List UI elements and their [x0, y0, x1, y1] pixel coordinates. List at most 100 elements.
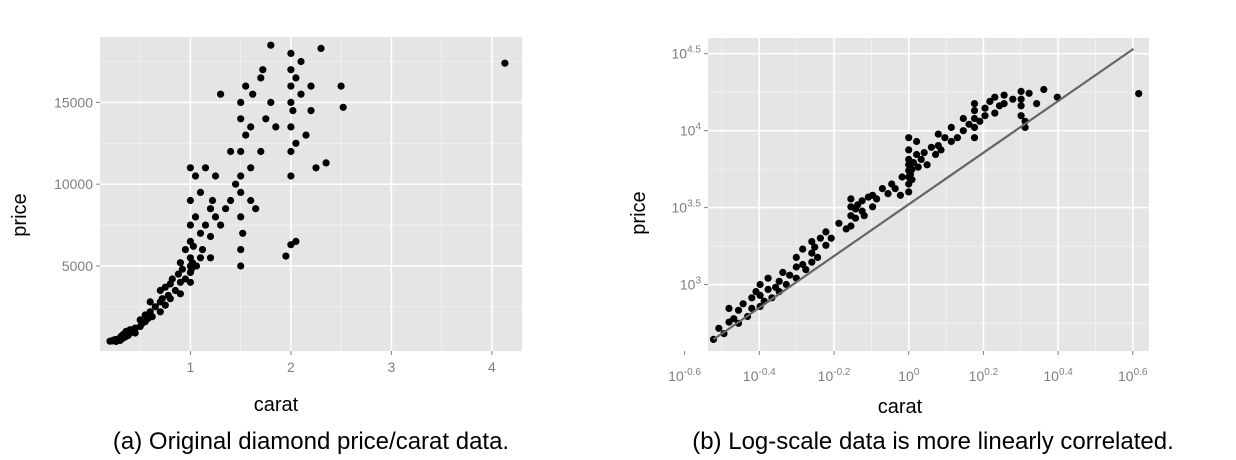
chart-a-x-tick-label: 4	[488, 359, 496, 375]
chart-a-point	[181, 246, 189, 254]
chart-a-x-tick-label: 2	[287, 359, 295, 375]
chart-a-point	[189, 242, 197, 250]
chart-a-point	[237, 246, 245, 254]
chart-b-point	[1017, 112, 1025, 120]
chart-b-point	[808, 249, 816, 257]
chart-a-point	[186, 221, 194, 229]
chart-b-point	[913, 150, 921, 159]
chart-b-point	[970, 114, 979, 123]
chart-b-x-tick-label: 10-0.4	[743, 367, 776, 384]
chart-b-x-tick-label: 100.4	[1043, 367, 1073, 384]
chart-b-point	[1017, 95, 1025, 103]
chart-b-point	[986, 97, 994, 105]
chart-a-point	[237, 188, 245, 196]
chart-b-point	[748, 304, 756, 312]
chart-b-point	[920, 149, 928, 157]
chart-a-point	[239, 229, 247, 237]
chart-a-y-tick-label: 15000	[54, 94, 93, 110]
chart-a-point	[259, 66, 267, 74]
chart-a-point	[237, 115, 245, 123]
chart-a-y-axis-title: price	[9, 193, 31, 236]
chart-a-point	[217, 90, 225, 98]
chart-a-point	[287, 98, 295, 106]
chart-a-point	[247, 123, 255, 131]
chart-a-point	[201, 164, 210, 172]
chart-b-point	[808, 238, 816, 246]
chart-b-point	[814, 253, 822, 261]
chart-b-ticks: 10-0.6 10-0.4 10-0.2 100 100.2 100.4 100.6 103 1…	[668, 45, 1148, 384]
chart-b-gridlines	[683, 38, 1149, 351]
chart-b-point	[715, 324, 723, 332]
chart-b-point	[1135, 90, 1143, 98]
chart-a-point	[206, 232, 215, 241]
chart-b-point	[1033, 100, 1041, 108]
chart-b-point	[822, 228, 830, 236]
chart-b-point	[792, 263, 800, 271]
chart-a-point	[148, 313, 156, 321]
chart-a-x-axis-title: carat	[254, 394, 299, 416]
chart-b-x-axis-title: carat	[878, 396, 923, 418]
chart-a-point	[227, 196, 235, 205]
chart-b-point	[730, 315, 738, 323]
chart-a-point	[151, 303, 159, 311]
chart-a-point	[289, 107, 297, 115]
chart-a-point	[237, 213, 245, 221]
chart-a-point	[237, 147, 245, 156]
chart-b-point	[905, 146, 913, 154]
chart-b-point	[981, 104, 989, 112]
chart-b-point	[914, 163, 922, 171]
chart-b-point	[873, 195, 881, 203]
chart-b-point	[896, 191, 905, 199]
chart-b-point	[725, 304, 733, 312]
chart-a-y-tick-label: 10000	[54, 176, 93, 192]
chart-a-point	[337, 82, 345, 90]
chart-a: 1 2 3 4 5000 10000 15000 carat price (a) Origi…	[9, 37, 522, 455]
chart-a-point	[186, 278, 194, 286]
chart-b-fit-line	[712, 47, 1135, 341]
chart-b-point	[786, 271, 794, 279]
chart-b-point	[756, 291, 764, 299]
chart-b-point	[965, 120, 973, 128]
chart-b-point	[898, 173, 906, 181]
chart-a-point	[267, 41, 275, 49]
chart-a-point	[287, 123, 295, 131]
chart-b-point	[764, 285, 772, 293]
chart-a-point	[237, 262, 245, 270]
chart-b-point	[1000, 91, 1008, 99]
chart-a-point	[237, 98, 245, 106]
chart-b-point	[1009, 95, 1017, 103]
chart-a-point	[131, 329, 139, 337]
chart-a-point	[186, 164, 194, 172]
chart-b-point	[816, 234, 825, 242]
chart-b-point	[764, 274, 772, 282]
chart-b-point	[934, 130, 942, 138]
chart-a-point	[262, 115, 270, 123]
chart-a-point	[222, 205, 230, 213]
chart-a-point	[176, 259, 184, 267]
chart-a-point	[191, 213, 200, 221]
chart-b-point	[792, 253, 800, 261]
chart-b-x-tick-label: 10-0.6	[668, 367, 701, 384]
chart-a-point	[257, 74, 265, 82]
chart-a-point	[196, 188, 205, 196]
chart-a-point	[242, 131, 250, 139]
chart-a-point	[232, 180, 240, 188]
chart-b-point	[734, 306, 743, 314]
chart-b-point	[827, 234, 835, 242]
chart-b-y-tick-label: 104.5	[672, 45, 702, 62]
chart-a-point	[267, 98, 275, 106]
chart-b-caption: (b) Log-scale data is more linearly corr…	[692, 428, 1174, 455]
chart-b-point	[884, 190, 892, 198]
chart-b-point	[953, 134, 962, 142]
chart-b-point	[991, 109, 999, 117]
chart-a-point	[307, 82, 315, 90]
chart-b-y-axis-title: price	[628, 191, 650, 234]
chart-b-point	[981, 112, 989, 120]
chart-b-point	[1017, 102, 1025, 110]
chart-a-point	[196, 229, 205, 237]
chart-a-point	[282, 252, 290, 260]
chart-b-point	[847, 195, 855, 203]
chart-b-point	[970, 134, 979, 142]
chart-a-point	[339, 103, 347, 111]
chart-b-point	[947, 123, 955, 131]
